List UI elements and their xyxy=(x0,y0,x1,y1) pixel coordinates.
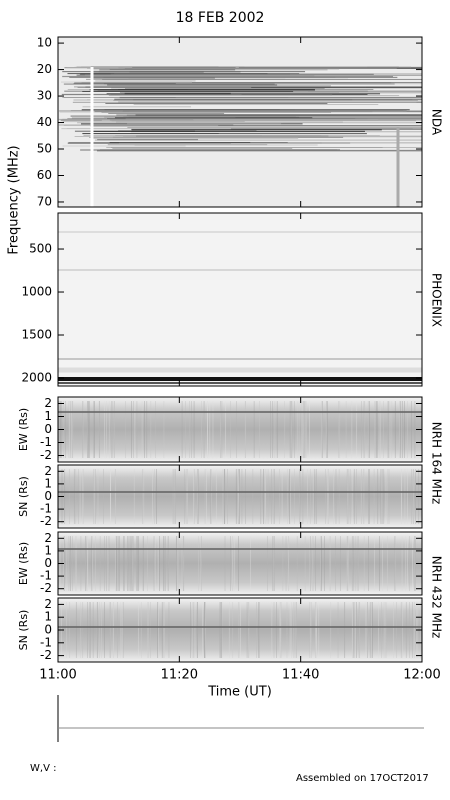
panels: 10203040506070NDA500100015002000PHOENIX-… xyxy=(17,36,444,683)
y-tick-label: 0 xyxy=(44,422,52,436)
panel-label: PHOENIX xyxy=(430,273,444,327)
y-tick-label: 1 xyxy=(44,409,52,423)
panel-label: NRH 164 MHz xyxy=(430,422,444,505)
y-tick-label: -2 xyxy=(40,581,52,595)
y-tick-label: -1 xyxy=(40,502,52,516)
y-tick-label: -1 xyxy=(40,435,52,449)
y-tick-label: -2 xyxy=(40,514,52,528)
y-tick-label: 1 xyxy=(44,610,52,624)
y-tick-label: 30 xyxy=(37,89,52,103)
y-tick-label: 20 xyxy=(37,62,52,76)
y-tick-label: 2 xyxy=(44,531,52,545)
y-tick-label: 70 xyxy=(37,194,52,208)
y-tick-label: -1 xyxy=(40,635,52,649)
panel-label: NDA xyxy=(430,109,444,136)
y-axis-label: Frequency (MHz) xyxy=(7,145,22,254)
y-tick-label: 2000 xyxy=(21,371,52,385)
x-tick-label: 11:40 xyxy=(282,668,319,683)
panel-y-label: EW (Rs) xyxy=(17,408,30,451)
x-tick-label: 12:00 xyxy=(403,668,440,683)
y-tick-label: -2 xyxy=(40,648,52,662)
y-tick-label: 2 xyxy=(44,597,52,611)
y-tick-label: 40 xyxy=(37,115,52,129)
y-tick-label: 1 xyxy=(44,543,52,557)
spectrogram xyxy=(58,532,422,595)
y-tick-label: 0 xyxy=(44,556,52,570)
panel-y-label: SN (Rs) xyxy=(17,610,30,651)
footer-label: W,V : xyxy=(30,763,56,774)
x-tick-label: 11:00 xyxy=(39,668,76,683)
y-tick-label: 50 xyxy=(37,142,52,156)
y-tick-label: 1000 xyxy=(21,285,52,299)
panel-y-label: EW (Rs) xyxy=(17,542,30,585)
title: 18 FEB 2002 xyxy=(176,10,265,26)
panel-frame xyxy=(57,212,423,387)
x-tick-label: 11:20 xyxy=(161,668,198,683)
y-tick-label: 2 xyxy=(44,396,52,410)
y-tick-label: -1 xyxy=(40,569,52,583)
y-tick-label: 0 xyxy=(44,623,52,637)
y-tick-label: 1500 xyxy=(21,328,52,342)
y-tick-label: 500 xyxy=(29,242,52,256)
y-tick-label: -2 xyxy=(40,448,52,462)
y-tick-label: 60 xyxy=(37,168,52,182)
spectrogram xyxy=(58,465,422,528)
spectrogram xyxy=(58,598,422,662)
y-tick-label: 10 xyxy=(37,36,52,50)
panel-frame xyxy=(57,36,423,208)
y-tick-label: 1 xyxy=(44,476,52,490)
assembled-note: Assembled on 17OCT2017 xyxy=(296,773,429,784)
spectrogram xyxy=(58,397,422,462)
y-tick-label: 0 xyxy=(44,489,52,503)
panel-y-label: SN (Rs) xyxy=(17,476,30,517)
spectrogram xyxy=(58,213,422,386)
panel-label: NRH 432 MHz xyxy=(430,556,444,639)
x-axis-label: Time (UT) xyxy=(207,685,272,700)
y-tick-label: 2 xyxy=(44,464,52,478)
